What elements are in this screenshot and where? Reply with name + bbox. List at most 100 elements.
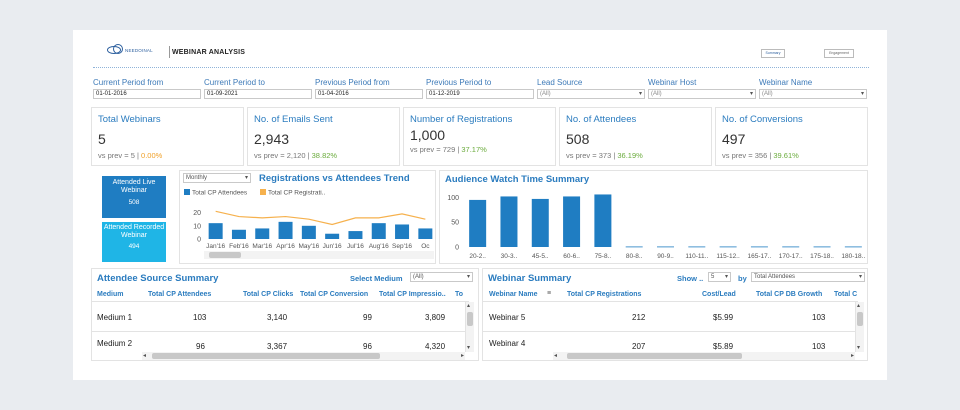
x-tick-label: 115-12.. xyxy=(716,253,740,260)
trend-chart: Total CP Attendees Total CP Registrati.. 0… xyxy=(184,189,433,250)
filter-label: Lead Source xyxy=(537,78,583,87)
col-cp-clicks[interactable]: Total CP Clicks xyxy=(243,291,294,298)
kpi-comparison: vs prev = 729 | 37.17% xyxy=(410,145,487,154)
bar-watch-time xyxy=(844,246,862,248)
legend-swatch-attendees xyxy=(184,189,190,195)
previous-to-input[interactable]: 01-12-2019 xyxy=(426,89,534,99)
select-medium-dropdown[interactable]: (All) xyxy=(410,272,473,282)
col-cp-registrations[interactable]: Total CP Registrations xyxy=(567,291,642,298)
kpi-emails-sent: No. of Emails Sent 2,943 vs prev = 2,120… xyxy=(247,107,400,166)
webinar-horizontal-scrollbar[interactable]: ◂ ▸ xyxy=(553,352,855,360)
kpi-title: No. of Conversions xyxy=(722,114,803,125)
kpi-pct: 0.00% xyxy=(141,151,163,160)
col-cost-lead[interactable]: Cost/Lead xyxy=(702,291,736,298)
kpi-value: 1,000 xyxy=(410,127,446,143)
filter-label: Current Period from xyxy=(93,78,164,87)
col-medium[interactable]: Medium xyxy=(97,291,124,298)
cell-medium: Medium 2 xyxy=(97,339,133,348)
webinar-name-select[interactable]: (All) xyxy=(759,89,867,99)
sort-by-dropdown[interactable]: Total Attendees xyxy=(751,272,865,282)
cell-webinar-name: Webinar 5 xyxy=(489,313,526,322)
kpi-comparison: vs prev = 5 | 0.00% xyxy=(98,151,162,160)
bar-attendees xyxy=(208,223,223,239)
trend-chart-title: Registrations vs Attendees Trend xyxy=(259,173,410,184)
kpi-comparison: vs prev = 2,120 | 38.82% xyxy=(254,151,337,160)
col-total-c[interactable]: Total C xyxy=(834,291,858,298)
scroll-left-icon[interactable]: ◂ xyxy=(554,353,558,359)
current-from-input[interactable]: 01-01-2016 xyxy=(93,89,201,99)
col-webinar-name[interactable]: Webinar Name xyxy=(489,291,538,298)
kpi-prev: vs prev = 729 xyxy=(410,145,456,154)
col-to[interactable]: To xyxy=(455,291,464,298)
scroll-right-icon[interactable]: ▸ xyxy=(850,353,854,359)
attended-live-tile[interactable]: Attended Live Webinar 508 xyxy=(102,176,166,218)
attended-recorded-value: 494 xyxy=(128,243,140,250)
lead-source-select[interactable]: (All) xyxy=(537,89,645,99)
col-cp-db-growth[interactable]: Total CP DB Growth xyxy=(756,291,823,298)
scrollbar-thumb[interactable] xyxy=(152,353,380,359)
bar-watch-time xyxy=(688,246,706,248)
scroll-down-icon[interactable]: ▾ xyxy=(467,345,471,351)
filter-previous-from: Previous Period from 01-04-2016 xyxy=(315,78,423,99)
attended-live-label: Attended Live Webinar xyxy=(112,179,156,194)
previous-from-input[interactable]: 01-04-2016 xyxy=(315,89,423,99)
logo-text: NEEDOINAL xyxy=(125,47,153,53)
cell-registrations: 212 xyxy=(632,313,646,322)
x-tick-label: Oc xyxy=(421,243,430,250)
by-label: by xyxy=(738,274,747,283)
bar-watch-time xyxy=(750,246,768,248)
cell-conversion: 96 xyxy=(363,342,372,351)
bar-attendees xyxy=(348,231,363,239)
show-count-input[interactable]: 5 xyxy=(708,272,731,282)
webinar-vertical-scrollbar[interactable]: ▴ ▾ xyxy=(855,302,864,352)
scrollbar-thumb[interactable] xyxy=(209,252,241,258)
kpi-comparison: vs prev = 373 | 36.19% xyxy=(566,151,643,160)
webinar-host-select[interactable]: (All) xyxy=(648,89,756,99)
scroll-right-icon[interactable]: ▸ xyxy=(460,353,464,359)
summary-button[interactable]: Summary xyxy=(761,49,785,58)
kpi-comparison: vs prev = 356 | 39.61% xyxy=(722,151,799,160)
x-tick-label: Jan'16 xyxy=(206,243,225,250)
kpi-total-webinars: Total Webinars 5 vs prev = 5 | 0.00% xyxy=(91,107,244,166)
select-medium-label: Select Medium xyxy=(350,274,403,283)
scrollbar-thumb[interactable] xyxy=(857,312,863,326)
col-cp-conversion[interactable]: Total CP Conversion xyxy=(300,291,369,298)
scrollbar-thumb[interactable] xyxy=(567,353,742,359)
current-to-input[interactable]: 01-09-2021 xyxy=(204,89,312,99)
trend-horizontal-scrollbar[interactable] xyxy=(204,251,434,259)
scrollbar-thumb[interactable] xyxy=(467,312,473,326)
sort-icon[interactable]: ≡ xyxy=(547,290,552,297)
scroll-up-icon[interactable]: ▴ xyxy=(467,303,471,309)
kpi-title: No. of Attendees xyxy=(566,114,637,125)
col-cp-attendees[interactable]: Total CP Attendees xyxy=(148,291,212,298)
legend-label-registrations: Total CP Registrati.. xyxy=(268,190,326,197)
bar-attendees xyxy=(301,225,316,239)
attended-recorded-tile[interactable]: Attended Recorded Webinar 494 xyxy=(102,222,166,262)
source-vertical-scrollbar[interactable]: ▴ ▾ xyxy=(465,302,474,352)
header-dotted-divider xyxy=(93,67,869,68)
scroll-down-icon[interactable]: ▾ xyxy=(857,345,861,351)
engagement-button[interactable]: Engagement xyxy=(824,49,854,58)
bar-watch-time xyxy=(563,196,581,247)
webinar-summary-title: Webinar Summary xyxy=(488,273,572,284)
source-horizontal-scrollbar[interactable]: ◂ ▸ xyxy=(142,352,465,360)
kpi-sep: | xyxy=(137,151,139,160)
col-cp-impressions[interactable]: Total CP Impressio.. xyxy=(379,291,446,298)
x-tick-label: Aug'16 xyxy=(369,243,389,250)
filter-label: Webinar Name xyxy=(759,78,813,87)
bar-attendees xyxy=(278,221,293,239)
filter-previous-to: Previous Period to 01-12-2019 xyxy=(426,78,534,99)
scroll-up-icon[interactable]: ▴ xyxy=(857,303,861,309)
x-tick-label: 90-9.. xyxy=(657,253,674,260)
bar-watch-time xyxy=(719,246,737,248)
y-tick-label: 50 xyxy=(451,220,459,227)
kpi-sep: | xyxy=(613,151,616,160)
scroll-left-icon[interactable]: ◂ xyxy=(143,353,147,359)
watch-time-title: Audience Watch Time Summary xyxy=(445,174,590,185)
cell-attendees: 96 xyxy=(196,342,205,351)
header: NEEDOINAL WEBINAR ANALYSIS Summary Engag… xyxy=(73,30,887,68)
legend-swatch-registrations xyxy=(260,189,266,195)
kpi-value: 2,943 xyxy=(254,131,290,147)
bar-attendees xyxy=(255,228,270,239)
period-select[interactable]: Monthly xyxy=(183,173,251,183)
